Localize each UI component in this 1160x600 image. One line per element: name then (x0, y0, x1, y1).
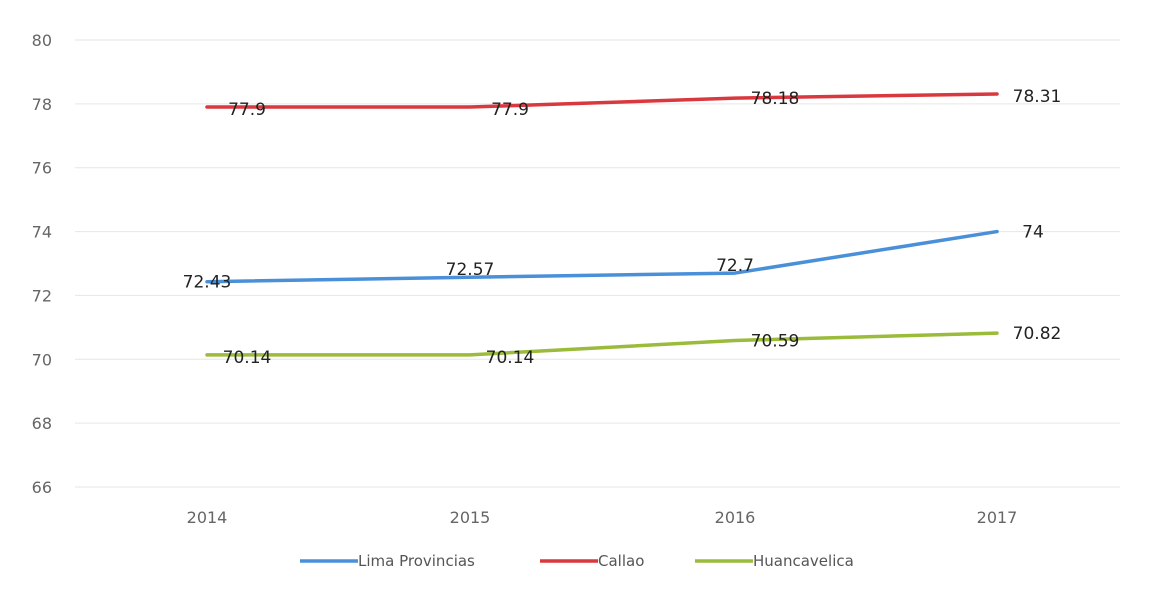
x-tick-label: 2014 (187, 508, 228, 527)
data-label-callao: 77.9 (228, 100, 266, 120)
data-label-huancavelica: 70.14 (486, 348, 535, 368)
y-tick-label: 74 (32, 223, 52, 242)
legend-label-lima-provincias: Lima Provincias (358, 552, 475, 570)
data-label-callao: 78.18 (751, 89, 800, 109)
y-tick-label: 68 (32, 414, 52, 433)
y-tick-label: 70 (32, 350, 52, 369)
legend: Lima Provincias Callao Huancavelica (300, 552, 854, 570)
legend-label-callao: Callao (598, 552, 644, 570)
y-tick-label: 66 (32, 478, 52, 497)
data-labels: 72.43 72.57 72.7 74 77.9 77.9 78.18 78.31 70.14 7… (183, 87, 1062, 368)
gridlines (75, 39, 1120, 488)
data-label-callao: 77.9 (491, 100, 529, 120)
series-line-lima-provincias (205, 229, 999, 284)
data-label-huancavelica: 70.59 (751, 331, 800, 351)
x-tick-label: 2015 (450, 508, 491, 527)
series-line-callao (205, 92, 999, 109)
y-tick-label: 72 (32, 286, 52, 305)
y-tick-label: 80 (32, 31, 52, 50)
y-tick-label: 78 (32, 95, 52, 114)
y-axis: 66 68 70 72 74 76 78 80 (32, 31, 52, 497)
y-tick-label: 76 (32, 159, 52, 178)
legend-label-huancavelica: Huancavelica (753, 552, 854, 570)
data-label-lima-provincias: 74 (1022, 223, 1044, 243)
data-label-huancavelica: 70.14 (223, 348, 272, 368)
data-label-callao: 78.31 (1013, 87, 1062, 107)
x-tick-label: 2017 (977, 508, 1018, 527)
series-line-huancavelica (205, 331, 999, 357)
data-label-lima-provincias: 72.57 (446, 260, 495, 280)
x-tick-label: 2016 (715, 508, 756, 527)
data-label-huancavelica: 70.82 (1013, 324, 1062, 344)
data-label-lima-provincias: 72.43 (183, 273, 232, 293)
data-label-lima-provincias: 72.7 (716, 256, 754, 276)
series-lines (205, 92, 999, 357)
x-axis: 2014 2015 2016 2017 (187, 508, 1018, 527)
